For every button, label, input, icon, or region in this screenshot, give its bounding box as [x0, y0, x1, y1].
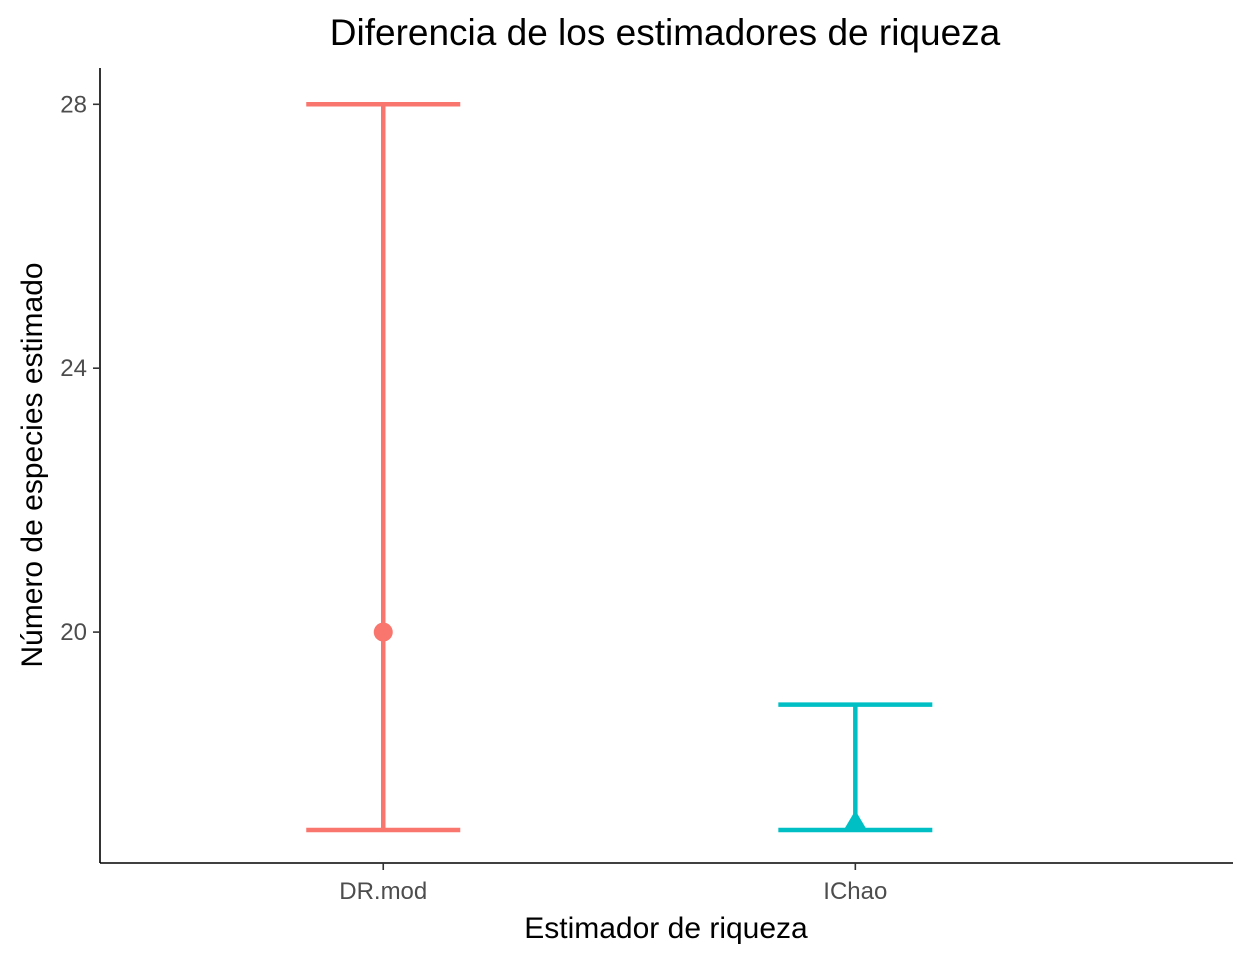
y-tick-label: 28 [60, 91, 87, 118]
y-tick-label: 24 [60, 355, 87, 382]
point-estimate-triangle [842, 810, 868, 832]
x-axis-ticks: DR.mod IChao [339, 863, 887, 905]
plot-area [306, 102, 933, 833]
x-axis-title: Estimador de riqueza [524, 912, 808, 945]
y-tick-label: 20 [60, 619, 87, 646]
x-tick-label: DR.mod [339, 878, 427, 905]
y-axis-title: Número de especies estimado [16, 262, 49, 667]
errorbar-DR.mod [306, 102, 461, 833]
point-estimate-circle [373, 622, 393, 642]
errorbar-IChao [778, 702, 933, 833]
y-axis-ticks: 20 24 28 [60, 91, 100, 646]
x-tick-label: IChao [823, 878, 887, 905]
chart-title: Diferencia de los estimadores de riqueza [330, 12, 1001, 53]
